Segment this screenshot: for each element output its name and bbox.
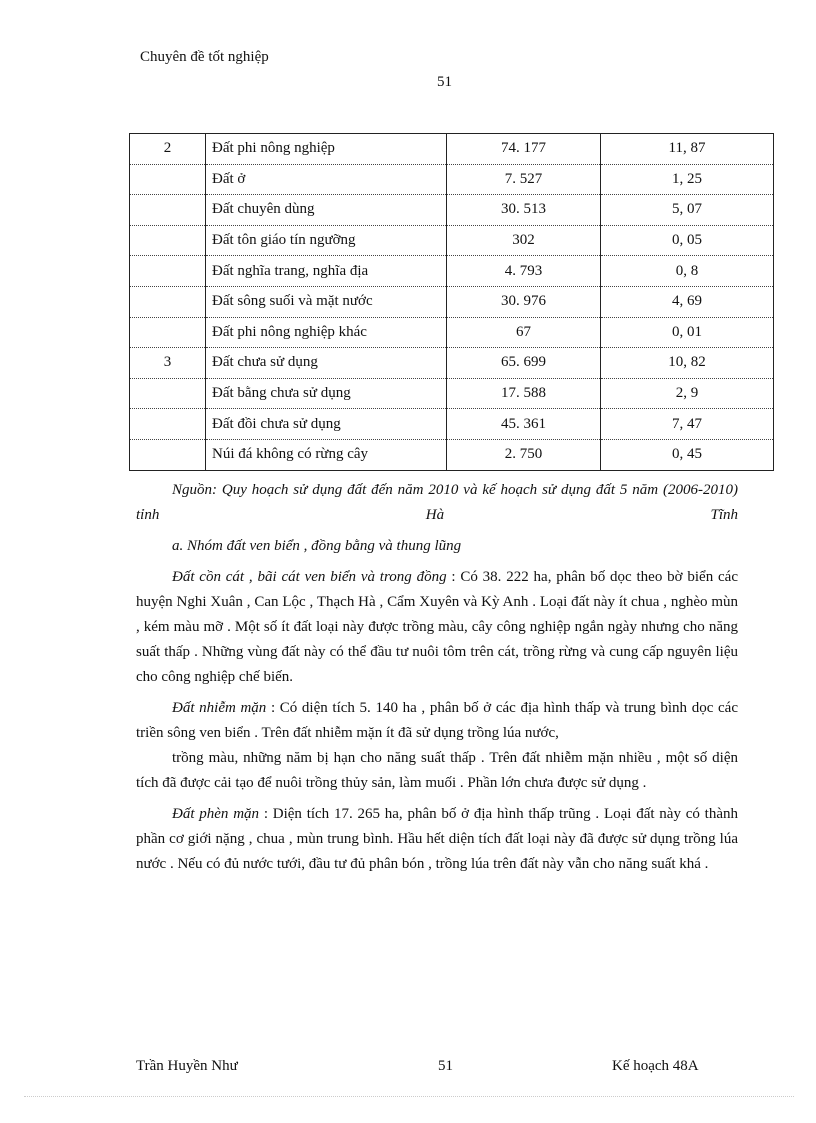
percent-cell: 0, 45 [600, 438, 774, 471]
paragraph: trồng màu, những năm bị hạn cho năng suấ… [136, 746, 738, 796]
table-row: Núi đá không có rừng cây 2. 750 0, 45 [129, 438, 774, 471]
table-row: 3 Đất chưa sử dụng 65. 699 10, 82 [129, 347, 774, 379]
percent-cell: 11, 87 [600, 133, 774, 165]
table-row: Đất nghĩa trang, nghĩa địa 4. 793 0, 8 [129, 255, 774, 287]
row-number-cell [129, 255, 206, 287]
row-number-cell [129, 163, 206, 195]
source-note: Nguồn: Quy hoạch sử dụng đất đến năm 201… [136, 482, 738, 523]
land-type-cell: Đất đồi chưa sử dụng [205, 408, 447, 440]
percent-cell: 4, 69 [600, 285, 774, 318]
table-row: Đất chuyên dùng 30. 513 5, 07 [129, 194, 774, 226]
paragraph-term: Đất cồn cát , bãi cát ven biển và trong … [172, 569, 447, 585]
footer-page-number: 51 [438, 1058, 453, 1074]
land-type-cell: Đất bằng chưa sử dụng [205, 377, 447, 409]
paragraph-term: Đất nhiễm mặn [172, 700, 267, 716]
percent-cell: 5, 07 [600, 194, 774, 226]
running-header-title: Chuyên đề tốt nghiệp [140, 49, 269, 65]
row-number-cell [129, 408, 206, 440]
paragraph: Đất phèn mặn : Diện tích 17. 265 ha, phâ… [136, 802, 738, 877]
paragraph-text: trồng màu, những năm bị hạn cho năng suấ… [136, 750, 738, 791]
area-ha-cell: 4. 793 [446, 255, 601, 287]
row-number-cell: 3 [129, 347, 206, 379]
page-edge-rule [24, 1096, 794, 1097]
paragraph-term: Đất phèn mặn [172, 806, 260, 822]
area-ha-cell: 65. 699 [446, 347, 601, 379]
table-row: Đất ở 7. 527 1, 25 [129, 163, 774, 195]
footer-author: Trần Huyền Như [136, 1058, 238, 1074]
land-type-cell: Đất phi nông nghiệp khác [205, 316, 447, 348]
paragraph-text: : Có 38. 222 ha, phân bố dọc theo bờ biể… [136, 569, 738, 685]
percent-cell: 7, 47 [600, 408, 774, 440]
area-ha-cell: 67 [446, 316, 601, 348]
percent-cell: 2, 9 [600, 377, 774, 409]
land-type-cell: Đất tôn giáo tín ngưỡng [205, 224, 447, 256]
area-ha-cell: 30. 976 [446, 285, 601, 318]
percent-cell: 10, 82 [600, 347, 774, 379]
land-type-cell: Đất ở [205, 163, 447, 195]
row-number-cell: 2 [129, 133, 206, 165]
percent-cell: 0, 8 [600, 255, 774, 287]
area-ha-cell: 30. 513 [446, 194, 601, 226]
land-type-cell: Núi đá không có rừng cây [205, 438, 447, 471]
paragraph: Đất nhiễm mặn : Có diện tích 5. 140 ha ,… [136, 696, 738, 746]
header-page-number: 51 [437, 74, 452, 90]
land-type-cell: Đất nghĩa trang, nghĩa địa [205, 255, 447, 287]
table-row: 2 Đất phi nông nghiệp 74. 177 11, 87 [129, 133, 774, 165]
area-ha-cell: 7. 527 [446, 163, 601, 195]
land-use-table: 2 Đất phi nông nghiệp 74. 177 11, 87 Đất ở 7.… [129, 133, 774, 471]
percent-cell: 0, 05 [600, 224, 774, 256]
percent-cell: 1, 25 [600, 163, 774, 195]
land-type-cell: Đất chưa sử dụng [205, 347, 447, 379]
table-row: Đất phi nông nghiệp khác 67 0, 01 [129, 316, 774, 348]
table-row: Đất đồi chưa sử dụng 45. 361 7, 47 [129, 408, 774, 440]
area-ha-cell: 17. 588 [446, 377, 601, 409]
paragraph-text: : Diện tích 17. 265 ha, phân bố ở địa hì… [136, 806, 738, 872]
percent-cell: 0, 01 [600, 316, 774, 348]
footer-class: Kế hoạch 48A [612, 1058, 699, 1074]
land-type-cell: Đất phi nông nghiệp [205, 133, 447, 165]
paragraph: Đất cồn cát , bãi cát ven biển và trong … [136, 565, 738, 690]
table-row: Đất tôn giáo tín ngưỡng 302 0, 05 [129, 224, 774, 256]
row-number-cell [129, 438, 206, 471]
body-text: Nguồn: Quy hoạch sử dụng đất đến năm 201… [136, 478, 738, 877]
area-ha-cell: 74. 177 [446, 133, 601, 165]
paragraph-text: : Có diện tích 5. 140 ha , phân bố ở các… [136, 700, 738, 741]
row-number-cell [129, 285, 206, 318]
row-number-cell [129, 194, 206, 226]
section-heading: a. Nhóm đất ven biển , đồng bằng và thun… [172, 538, 462, 554]
row-number-cell [129, 316, 206, 348]
table-row: Đất bằng chưa sử dụng 17. 588 2, 9 [129, 377, 774, 409]
area-ha-cell: 2. 750 [446, 438, 601, 471]
row-number-cell [129, 377, 206, 409]
row-number-cell [129, 224, 206, 256]
land-type-cell: Đất sông suối và mặt nước [205, 285, 447, 318]
land-type-cell: Đất chuyên dùng [205, 194, 447, 226]
area-ha-cell: 302 [446, 224, 601, 256]
area-ha-cell: 45. 361 [446, 408, 601, 440]
table-row: Đất sông suối và mặt nước 30. 976 4, 69 [129, 285, 774, 318]
